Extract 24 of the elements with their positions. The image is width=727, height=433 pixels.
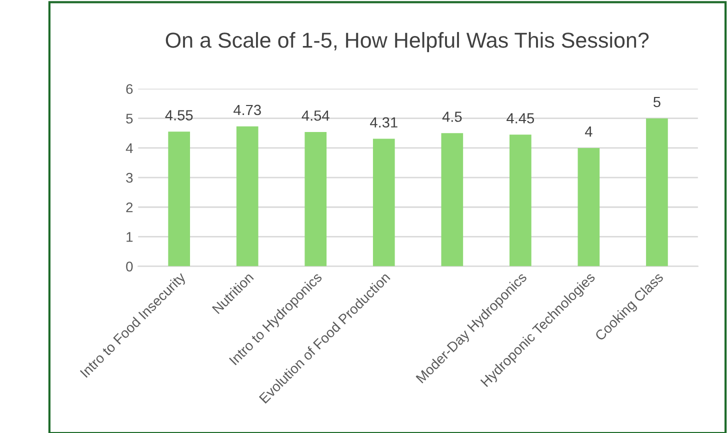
data-label: 4.45 [506,113,534,124]
y-tick-label: 2 [126,202,133,212]
data-label: 4.31 [370,117,398,128]
bar [168,132,190,266]
data-label: 4.73 [234,104,261,116]
bar [372,138,395,266]
data-label: 4.5 [442,112,462,122]
y-tick-label: 6 [126,84,133,94]
bar [578,148,600,266]
bar [510,134,532,266]
bar [236,126,258,266]
data-label: 4 [584,126,592,137]
data-label: 4.55 [165,110,193,120]
bar [646,118,668,266]
data-label: 5 [653,96,660,108]
bar [304,132,327,266]
y-tick-label: 3 [126,172,133,183]
y-tick-label: 5 [126,114,133,124]
y-tick-label: 0 [126,262,133,272]
y-tick-label: 1 [126,232,133,242]
bar [441,133,464,266]
chart-title: On a Scale of 1-5, How Helpful Was This Session? [166,32,649,52]
data-label: 4.54 [302,110,330,121]
y-tick-label: 4 [126,143,133,153]
